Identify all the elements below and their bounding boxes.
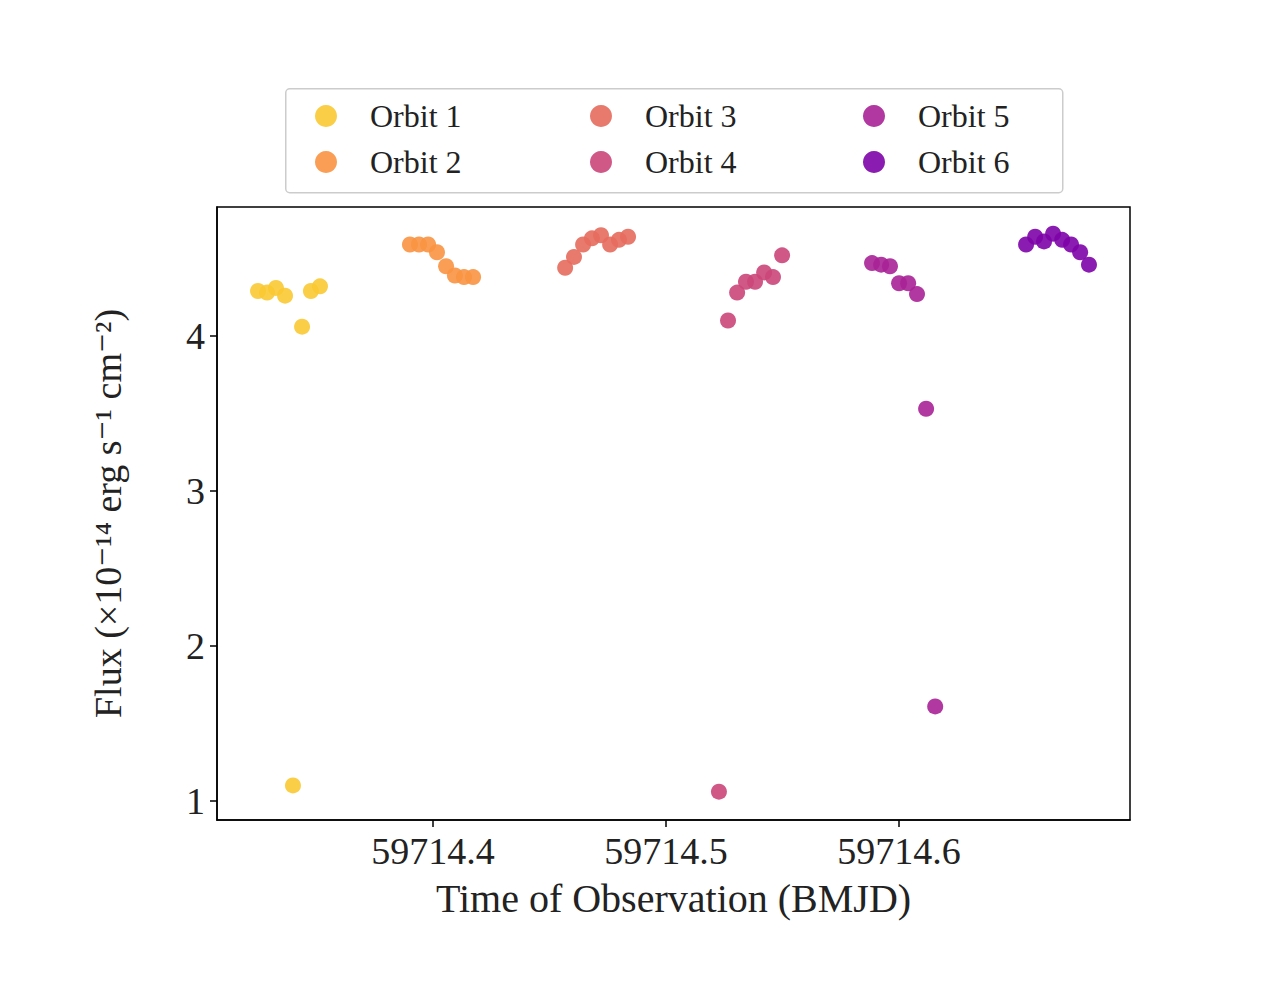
svg-text:59714.4: 59714.4 [371, 830, 495, 872]
svg-text:Orbit 6: Orbit 6 [918, 144, 1010, 180]
svg-text:Orbit 5: Orbit 5 [918, 98, 1010, 134]
svg-text:3: 3 [186, 470, 205, 512]
svg-text:Orbit 2: Orbit 2 [370, 144, 462, 180]
svg-text:59714.6: 59714.6 [837, 830, 961, 872]
svg-text:Orbit 1: Orbit 1 [370, 98, 462, 134]
svg-text:Time of Observation (BMJD): Time of Observation (BMJD) [436, 876, 911, 921]
svg-text:2: 2 [186, 625, 205, 667]
svg-text:1: 1 [186, 780, 205, 822]
svg-text:Flux (×10⁻¹⁴ erg s⁻¹ cm⁻²): Flux (×10⁻¹⁴ erg s⁻¹ cm⁻²) [87, 309, 130, 718]
svg-text:Orbit 4: Orbit 4 [645, 144, 737, 180]
svg-text:59714.5: 59714.5 [604, 830, 728, 872]
svg-text:4: 4 [186, 315, 205, 357]
svg-text:Orbit 3: Orbit 3 [645, 98, 737, 134]
